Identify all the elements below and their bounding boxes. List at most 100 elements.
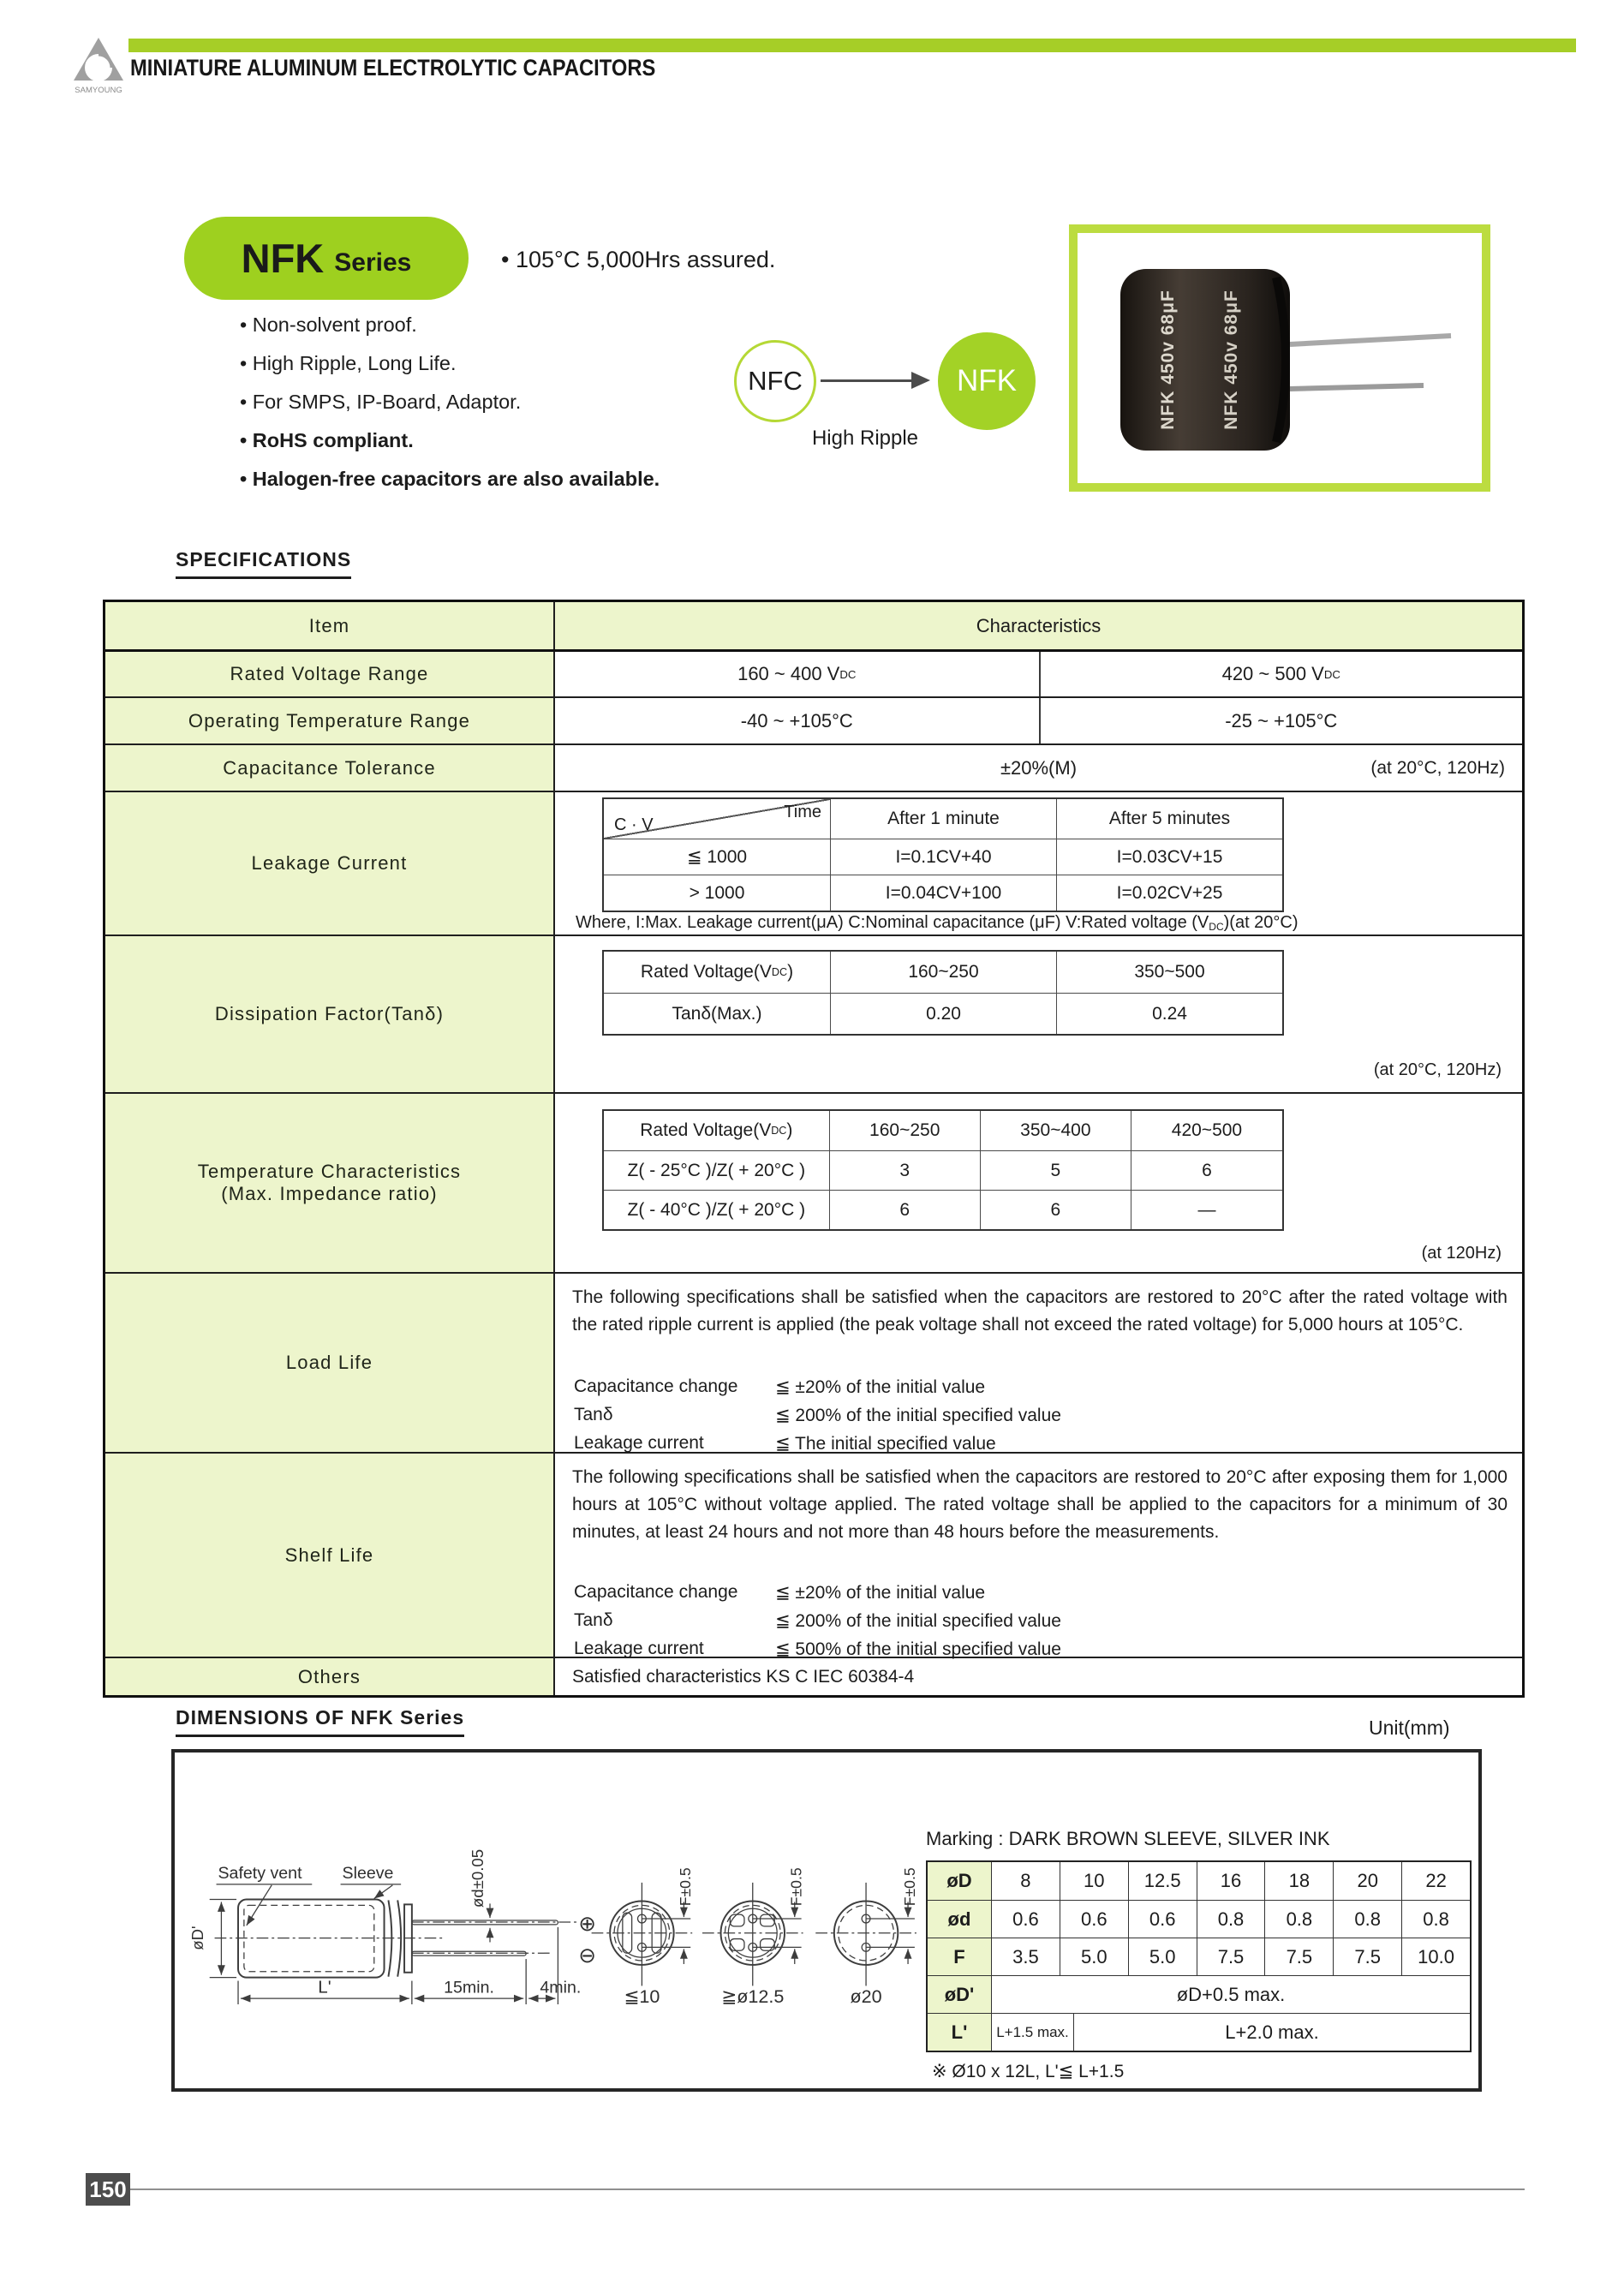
row-label: Rated Voltage Range [105,652,555,696]
load-life-items: Capacitance change ≦ ±20% of the initial… [574,1376,1061,1461]
temp-char-range: 160~250 [828,1111,980,1150]
dimension-table: øD 8 10 12.5 16 18 20 22 ød 0.6 0.6 0.6 … [926,1860,1472,2052]
spec-row-cap-tolerance: Capacitance Tolerance ±20%(M) (at 20°C, … [105,743,1522,791]
impedance-ratio-value: 6 [979,1191,1131,1229]
dim-cell: L+1.5 max. [991,2014,1073,2051]
page-title: MINIATURE ALUMINUM ELECTROLYTIC CAPACITO… [130,55,656,81]
label-text: Rated Voltage(V [640,1120,772,1140]
capacitor-lead [1289,333,1452,347]
dim-cell: 0.8 [1333,1901,1401,1938]
spec-row-dissipation: Dissipation Factor(Tanδ) Rated Voltage(V… [105,934,1522,1092]
dim-cell: 0.8 [1196,1901,1265,1938]
dim-row-label: F [928,1938,991,1975]
spec-row-temp-characteristics: Temperature Characteristics (Max. Impeda… [105,1092,1522,1272]
limit-value: ≦ ±20% of the initial value [775,1583,986,1603]
limit-name: Capacitance change [574,1376,738,1396]
leakage-corner-cell: Time C · V [604,799,830,839]
corner-cv: C · V [614,815,654,834]
cap-tolerance-value: ±20%(M) [1000,756,1078,779]
dimensions-heading: DIMENSIONS OF NFK Series [176,1706,465,1737]
f-dim-label: F±0.5 [901,1867,918,1906]
marking-note: Marking : DARK BROWN SLEEVE, SILVER INK [926,1828,1330,1849]
dim-cell: 0.8 [1264,1901,1333,1938]
dimensions-box: Safety vent Sleeve øD' ød±0.05 L' [171,1749,1482,2092]
diameter-class-label: ≦10 [624,1985,660,2007]
logo-text: SAMYOUNG [75,86,122,95]
note-text: )(at 20°C) [1223,913,1299,932]
capacitor-print: NFK 450v 68μF [1158,290,1178,430]
op-temp-low: -40 ~ +105°C [740,709,853,731]
spec-limit-item: Capacitance change ≦ ±20% of the initial… [574,1582,1061,1603]
leakage-note: Where, I:Max. Leakage current(μA) C:Nomi… [576,913,1299,933]
dim-row-label: øD' [928,1976,991,2013]
plus-polarity-icon: ⊕ [578,1913,596,1936]
dim-cell: 12.5 [1127,1862,1197,1900]
leakage-cell: I=0.02CV+25 [1056,875,1282,911]
lead-diameter-label: ød±0.05 [469,1849,487,1908]
row-label: Operating Temperature Range [105,698,555,743]
temp-char-header-label: Rated Voltage(V DC) [604,1111,829,1150]
footer-rule [130,2188,1525,2190]
label-text: ) [787,962,794,982]
item-header-cell: Item [105,602,555,649]
assured-note: • 105°C 5,000Hrs assured. [501,247,776,272]
dim-cell: 0.8 [1401,1901,1470,1938]
dim-span-cell: L+2.0 max. [1073,2014,1470,2051]
impedance-ratio-value: 6 [1130,1151,1282,1190]
limit-name: Leakage current [574,1639,704,1658]
row-label: Shelf Life [105,1454,555,1657]
limit-name: Tanδ [574,1610,613,1630]
impedance-ratio-value: 6 [828,1191,980,1229]
dim-cell: 3.5 [991,1938,1060,1975]
capacitor-print: NFK 450v 68μF [1221,290,1241,430]
dim-cell: 0.6 [991,1901,1060,1938]
characteristics-header-cell: Characteristics [555,602,1522,649]
spec-row-load-life: Load Life The following specifications s… [105,1272,1522,1454]
feature-item: • Non-solvent proof. [240,313,417,336]
impedance-ratio-label: Z( - 40°C )/Z( + 20°C ) [627,1199,806,1220]
leakage-cell: I=0.1CV+40 [830,839,1056,875]
dim-cell: 18 [1264,1862,1333,1900]
condition-note: (at 20°C, 120Hz) [1373,1060,1502,1079]
dissipation-header-label: Rated Voltage(V DC) [604,952,830,993]
dim-cell: 22 [1401,1862,1470,1900]
dim-row-label: ød [928,1901,991,1938]
limit-value: ≦ ±20% of the initial value [775,1377,986,1397]
safety-vent-label: Safety vent [218,1864,303,1883]
limit-value: ≦ The initial specified value [775,1434,996,1454]
spec-limit-item: Leakage current ≦ 500% of the initial sp… [574,1639,1061,1660]
leakage-table: Time C · V After 1 minute After 5 minute… [602,797,1284,912]
capacitor-photo: NFK 450v 68μF NFK 450v 68μF [1069,224,1490,492]
limit-name: Capacitance change [574,1582,738,1602]
dim-cell: 7.5 [1333,1938,1401,1975]
samyoung-logo-icon: SAMYOUNG [70,36,127,96]
limit-value: ≦ 200% of the initial specified value [775,1406,1061,1425]
load-life-paragraph: The following specifications shall be sa… [572,1287,1508,1335]
row-label: Capacitance Tolerance [105,745,555,791]
feature-item: • For SMPS, IP-Board, Adaptor. [240,391,522,413]
value-text: 160 ~ 400 V [737,663,840,684]
spec-row-shelf-life: Shelf Life The following specifications … [105,1452,1522,1659]
dim-cell: 16 [1196,1862,1265,1900]
tip-min-label: 4min. [540,1978,581,1997]
shelf-life-items: Capacitance change ≦ ±20% of the initial… [574,1582,1061,1667]
limit-name: Leakage current [574,1433,704,1453]
body-diameter-label: øD' [188,1926,206,1950]
feature-item: • High Ripple, Long Life. [240,352,457,374]
spec-limit-item: Tanδ ≦ 200% of the initial specified val… [574,1610,1061,1632]
vdc-subscript: DC [771,966,788,978]
op-temp-high: -25 ~ +105°C [1038,698,1523,743]
spec-limit-item: Tanδ ≦ 200% of the initial specified val… [574,1405,1061,1426]
bottom-view-small: F±0.5 ≦10 [591,1867,694,2007]
dim-cell: 5.0 [1059,1938,1128,1975]
bottom-view-big: F±0.5 ø20 [815,1867,918,2007]
limit-value: ≦ 200% of the initial specified value [775,1611,1061,1631]
temp-char-table: Rated Voltage(V DC) 160~250 350~400 420~5… [602,1109,1284,1231]
evolution-arrowhead-icon [911,372,930,389]
shelf-life-paragraph: The following specifications shall be sa… [572,1467,1508,1542]
dim-cell: 10.0 [1401,1938,1470,1975]
condition-note: (at 20°C, 120Hz) [1370,757,1505,778]
dissipation-range: 350~500 [1056,952,1282,993]
dissipation-table: Rated Voltage(V DC) 160~250 350~500 Tanδ(… [602,950,1284,1036]
